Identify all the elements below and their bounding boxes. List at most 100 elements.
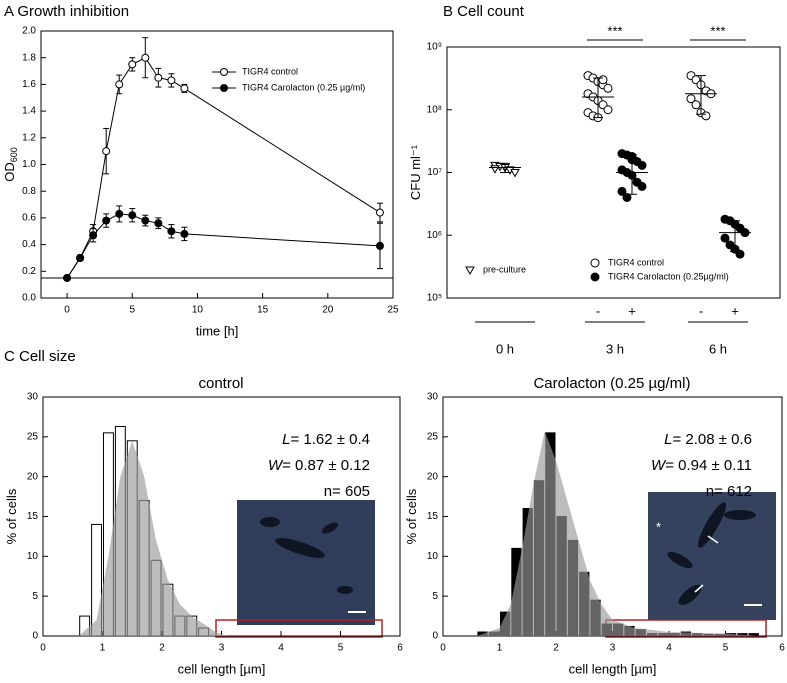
stat-label: W= 0.94 ± 0.11 [651,457,752,474]
group-label: + [628,303,636,318]
plot-frame [446,46,781,299]
y-tick-label: 0 [32,631,38,642]
x-tick-label: 6 [397,643,403,654]
density-area [476,431,760,636]
x-tick-label: 4 [278,643,284,654]
stat-variable: W [651,457,667,474]
x-tick-label: 0 [40,643,46,654]
y-tick-label: 2.0 [22,26,36,37]
y-tick-label: 1.2 [22,132,36,143]
marker [141,53,150,62]
cell [698,502,726,548]
cell [724,510,756,520]
x-tick-label: 2 [553,643,559,654]
significance-label: *** [710,23,725,38]
micrograph [648,492,776,620]
inset-mark: * [656,519,661,534]
stat-value: = 0.87 ± 0.12 [282,457,370,474]
x-tick-label: 1 [100,643,106,654]
cell [321,522,339,534]
marker [510,169,520,178]
legend-label: TIGR4 control [242,66,298,76]
y-axis-label: OD600 [2,147,19,182]
y-tick-label: 1.0 [22,159,36,170]
x-tick-label: 15 [257,305,269,316]
y-tick-label: 1.8 [22,52,36,63]
y-tick-label: 5 [432,591,438,602]
stat-label: L= 2.08 ± 0.6 [664,431,752,448]
group-label: - [699,303,703,318]
y-tick-label: 10⁵ [427,293,442,304]
x-tick-label: 3 [219,643,225,654]
y-tick-label: 0.8 [22,186,36,197]
marker [490,165,500,174]
marker [691,100,701,110]
stat-variable: L [282,431,290,448]
y-tick-label: 10⁸ [427,104,442,115]
stat-value: n= 612 [706,483,752,500]
y-tick-label: 30 [427,392,439,403]
chart-title: A Growth inhibition [4,3,129,20]
stat-label: L= 1.62 ± 0.4 [282,431,370,448]
marker [735,249,745,259]
group-label: + [731,303,739,318]
group-label: - [596,303,600,318]
chart-title: Carolacton (0.25 µg/ml) [533,375,690,392]
marker [141,216,150,225]
marker [102,216,111,225]
stat-value: = 0.94 ± 0.11 [665,457,752,474]
marker [180,84,189,93]
y-axis-label: CFU ml⁻¹ [408,144,423,200]
y-tick-label: 25 [27,431,39,442]
y-tick-label: 10 [427,551,439,562]
x-tick-label: 5 [338,643,344,654]
y-tick-label: 10⁷ [427,167,442,178]
y-tick-label: 20 [427,471,439,482]
x-tick-label: 2 [159,643,165,654]
x-tick-label: 5 [723,643,729,654]
marker [180,229,189,238]
marker [115,80,124,89]
legend-label: TIGR4 control [608,257,664,267]
significance-label: *** [607,23,622,38]
marker [637,181,647,191]
x-axis-label: time [h] [196,323,239,338]
y-axis-label: % of cells [4,488,19,544]
x-tick-label: 4 [666,643,672,654]
marker [375,208,384,217]
marker [154,73,163,82]
marker [89,231,98,240]
y-tick-label: 15 [427,511,439,522]
chart-title: control [198,375,243,392]
y-tick-label: 20 [27,471,39,482]
section-label: C Cell size [4,348,76,365]
arrow [707,535,719,544]
marker [701,111,711,121]
marker [115,209,124,218]
chart-title: B Cell count [443,3,525,20]
marker [603,83,613,93]
cell [337,586,353,594]
cell [667,551,693,569]
y-axis-label-main: % of cells [404,488,419,544]
y-axis-label: % of cells [404,488,419,544]
marker [128,60,137,69]
y-tick-label: 0 [432,631,438,642]
x-axis-label: cell length [µm] [569,661,657,676]
series-line [66,213,380,279]
x-axis-label: cell length [µm] [178,661,266,676]
plot-frame [40,30,394,299]
cell [260,517,280,527]
marker [375,241,384,250]
stat-value: n= 605 [324,483,370,500]
stat-value: = 1.62 ± 0.4 [290,431,370,448]
legend-label: TIGR4 Carolacton (0.25 µg/ml) [242,82,365,92]
legend-marker [220,68,228,76]
x-tick-label: 0 [64,305,70,316]
legend-marker [220,84,228,92]
marker [154,219,163,228]
marker [167,76,176,85]
y-tick-label: 25 [427,431,439,442]
x-tick-label: 6 [779,643,785,654]
legend-marker [590,258,600,268]
